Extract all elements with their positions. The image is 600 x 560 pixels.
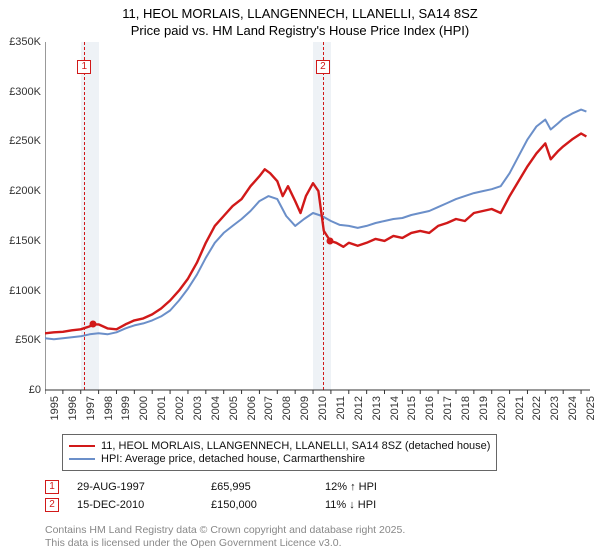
x-tick-label: 2015 <box>406 396 418 420</box>
footer-line-1: Contains HM Land Registry data © Crown c… <box>45 524 405 537</box>
x-tick-label: 2017 <box>442 396 454 420</box>
x-tick-label: 2022 <box>531 396 543 420</box>
x-tick-label: 2024 <box>567 396 579 420</box>
legend-swatch-price <box>69 445 95 447</box>
x-tick-label: 2016 <box>424 396 436 420</box>
sales-date: 29-AUG-1997 <box>77 481 187 493</box>
x-tick-label: 2008 <box>281 396 293 420</box>
x-tick-label: 2020 <box>496 396 508 420</box>
x-tick-label: 2021 <box>514 396 526 420</box>
x-tick-label: 2012 <box>353 396 365 420</box>
x-tick-label: 2013 <box>371 396 383 420</box>
x-tick-label: 2007 <box>263 396 275 420</box>
sales-delta: 11% ↓ HPI <box>325 499 376 511</box>
x-tick-label: 2023 <box>549 396 561 420</box>
sales-marker: 1 <box>45 480 59 494</box>
x-tick-label: 2000 <box>138 396 150 420</box>
y-tick-label: £0 <box>0 384 41 396</box>
title-line-2: Price paid vs. HM Land Registry's House … <box>10 23 590 40</box>
y-tick-label: £150K <box>0 235 41 247</box>
y-tick-label: £250K <box>0 135 41 147</box>
sale-point <box>89 321 96 328</box>
plot-area: 12 <box>45 42 590 390</box>
x-tick-label: 2004 <box>210 396 222 420</box>
x-tick-label: 1995 <box>49 396 61 420</box>
x-tick-label: 2009 <box>299 396 311 420</box>
y-tick-label: £100K <box>0 285 41 297</box>
x-tick-label: 1997 <box>85 396 97 420</box>
footer: Contains HM Land Registry data © Crown c… <box>45 524 405 550</box>
y-tick-label: £350K <box>0 36 41 48</box>
sales-date: 15-DEC-2010 <box>77 499 187 511</box>
sales-table: 1 29-AUG-1997 £65,995 12% ↑ HPI 2 15-DEC-2010… <box>45 478 401 514</box>
sales-delta: 12% ↑ HPI <box>325 481 377 493</box>
legend-row-hpi: HPI: Average price, detached house, Carm… <box>69 453 490 465</box>
x-tick-label: 1998 <box>103 396 115 420</box>
x-tick-label: 1996 <box>67 396 79 420</box>
x-tick-label: 2001 <box>156 396 168 420</box>
y-tick-label: £50K <box>0 334 41 346</box>
legend-label-hpi: HPI: Average price, detached house, Carm… <box>101 453 365 465</box>
title-line-1: 11, HEOL MORLAIS, LLANGENNECH, LLANELLI,… <box>10 6 590 23</box>
legend-label-price: 11, HEOL MORLAIS, LLANGENNECH, LLANELLI,… <box>101 440 490 452</box>
sales-price: £65,995 <box>211 481 301 493</box>
sales-marker: 2 <box>45 498 59 512</box>
chart-svg <box>45 42 590 396</box>
x-tick-label: 2010 <box>317 396 329 420</box>
legend-swatch-hpi <box>69 458 95 460</box>
sales-row: 2 15-DEC-2010 £150,000 11% ↓ HPI <box>45 496 401 514</box>
chart-title: 11, HEOL MORLAIS, LLANGENNECH, LLANELLI,… <box>0 0 600 42</box>
sales-price: £150,000 <box>211 499 301 511</box>
legend-row-price: 11, HEOL MORLAIS, LLANGENNECH, LLANELLI,… <box>69 440 490 452</box>
footer-line-2: This data is licensed under the Open Gov… <box>45 537 405 550</box>
x-tick-label: 2025 <box>585 396 597 420</box>
sales-row: 1 29-AUG-1997 £65,995 12% ↑ HPI <box>45 478 401 496</box>
x-tick-label: 2006 <box>246 396 258 420</box>
y-tick-label: £200K <box>0 185 41 197</box>
legend: 11, HEOL MORLAIS, LLANGENNECH, LLANELLI,… <box>62 434 497 471</box>
x-tick-label: 2018 <box>460 396 472 420</box>
x-tick-label: 1999 <box>120 396 132 420</box>
x-tick-label: 2002 <box>174 396 186 420</box>
x-tick-label: 2019 <box>478 396 490 420</box>
x-tick-label: 2005 <box>228 396 240 420</box>
x-tick-label: 2011 <box>335 396 347 420</box>
sale-point <box>327 237 334 244</box>
x-tick-label: 2003 <box>192 396 204 420</box>
x-tick-label: 2014 <box>389 396 401 420</box>
y-tick-label: £300K <box>0 86 41 98</box>
